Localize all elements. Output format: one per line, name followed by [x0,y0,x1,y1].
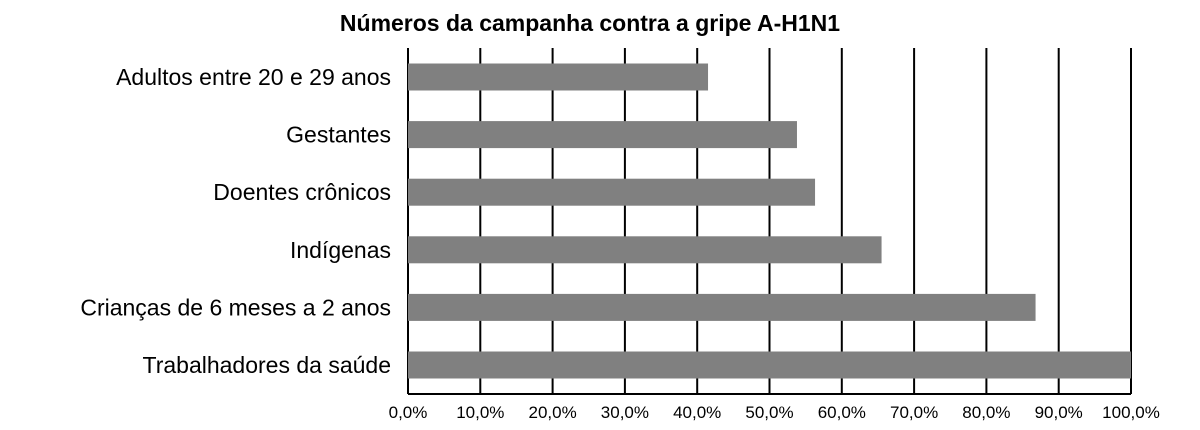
category-label: Gestantes [286,122,391,148]
x-tick-label: 100,0% [1102,403,1160,422]
x-tick-label: 40,0% [673,403,721,422]
x-tick-label: 20,0% [528,403,576,422]
bar [408,293,1036,321]
category-label: Crianças de 6 meses a 2 anos [80,294,391,320]
x-tick-label: 60,0% [818,403,866,422]
category-label: Indígenas [290,237,391,263]
x-tick-label: 50,0% [745,403,793,422]
bar [408,121,797,149]
category-label: Doentes crônicos [213,179,391,205]
category-label: Adultos entre 20 e 29 anos [116,64,391,90]
x-tick-label: 80,0% [962,403,1010,422]
bar [408,351,1131,379]
x-tick-label: 90,0% [1035,403,1083,422]
x-tick-label: 10,0% [456,403,504,422]
bars [408,63,1131,379]
x-tick-label: 70,0% [890,403,938,422]
chart-title: Números da campanha contra a gripe A-H1N… [340,10,840,36]
bar [408,63,709,91]
x-tick-label: 30,0% [601,403,649,422]
x-tick-labels: 0,0% 10,0% 20,0% 30,0% 40,0% 50,0% 60,0% 70,0% 8… [389,403,1160,422]
x-tick-label: 0,0% [389,403,428,422]
bar [408,236,882,264]
gridlines [407,48,1132,395]
category-labels: Adultos entre 20 e 29 anos Gestantes Doent… [80,64,391,378]
category-label: Trabalhadores da saúde [143,352,392,378]
bar [408,178,816,206]
